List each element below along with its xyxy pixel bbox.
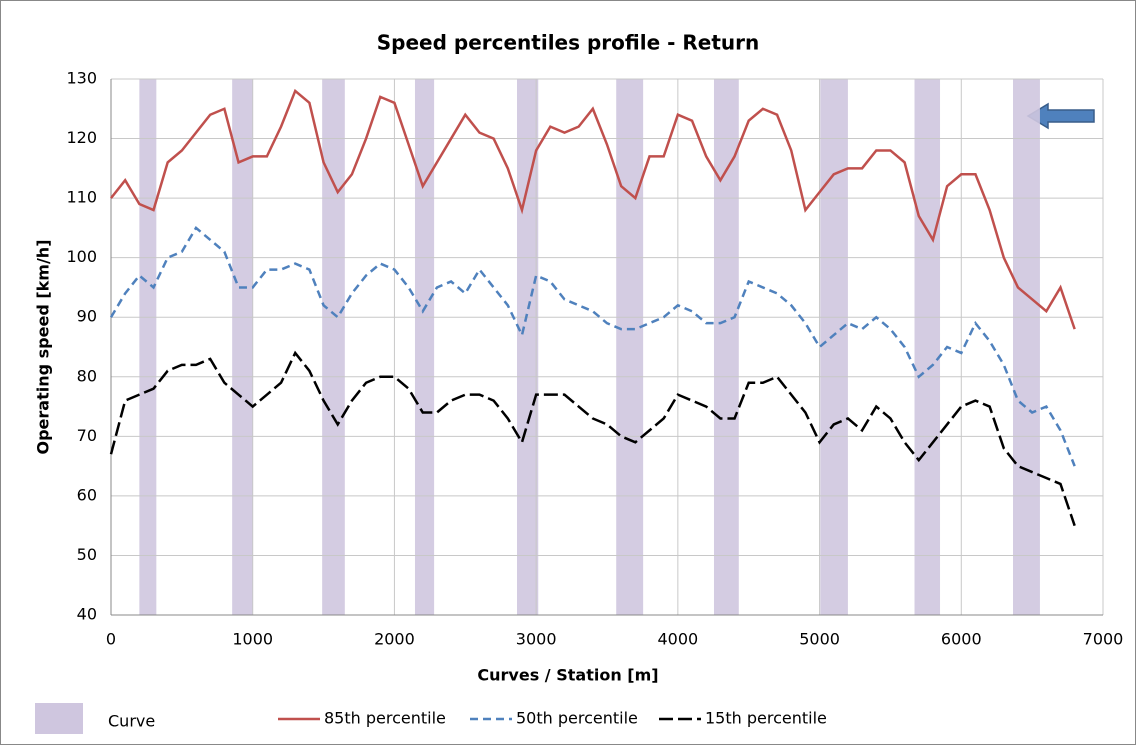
x-tick-label: 3000 bbox=[516, 630, 557, 649]
x-tick-label: 0 bbox=[106, 630, 116, 649]
legend-label: 50th percentile bbox=[516, 709, 638, 728]
x-tick-label: 1000 bbox=[232, 630, 273, 649]
legend-label: 85th percentile bbox=[324, 709, 446, 728]
series-line bbox=[109, 225, 1076, 467]
y-tick-label: 120 bbox=[66, 128, 97, 147]
curve-band bbox=[1013, 79, 1040, 615]
curve-band bbox=[322, 79, 345, 615]
y-tick-label: 130 bbox=[66, 69, 97, 88]
legend-label: 15th percentile bbox=[705, 709, 827, 728]
y-axis-label: Operating speed [km/h] bbox=[34, 239, 53, 454]
y-tick-label: 60 bbox=[77, 485, 97, 504]
curve-band bbox=[139, 79, 157, 615]
x-tick-label: 2000 bbox=[374, 630, 415, 649]
x-tick-label: 5000 bbox=[799, 630, 840, 649]
y-tick-label: 50 bbox=[77, 545, 97, 564]
direction-arrow bbox=[1026, 102, 1095, 130]
chart-title: Speed percentiles profile - Return bbox=[377, 31, 760, 55]
curve-band bbox=[232, 79, 253, 615]
series-line bbox=[109, 350, 1076, 527]
y-tick-label: 110 bbox=[66, 188, 97, 207]
curve-band bbox=[616, 79, 644, 615]
y-tick-label: 100 bbox=[66, 247, 97, 266]
y-tick-label: 40 bbox=[77, 605, 97, 624]
curve-band bbox=[713, 79, 739, 615]
curve-band bbox=[820, 79, 848, 615]
legend-label: Curve bbox=[108, 712, 155, 731]
x-axis-label: Curves / Station [m] bbox=[477, 666, 658, 685]
legend-swatch bbox=[35, 703, 83, 734]
x-tick-label: 6000 bbox=[941, 630, 982, 649]
x-tick-label: 7000 bbox=[1083, 630, 1124, 649]
curve-band bbox=[414, 79, 435, 615]
curve-band bbox=[914, 79, 941, 615]
x-tick-label: 4000 bbox=[657, 630, 698, 649]
y-tick-label: 80 bbox=[77, 366, 97, 385]
y-tick-label: 70 bbox=[77, 426, 97, 445]
series-line bbox=[110, 88, 1076, 330]
y-tick-label: 90 bbox=[77, 307, 97, 326]
